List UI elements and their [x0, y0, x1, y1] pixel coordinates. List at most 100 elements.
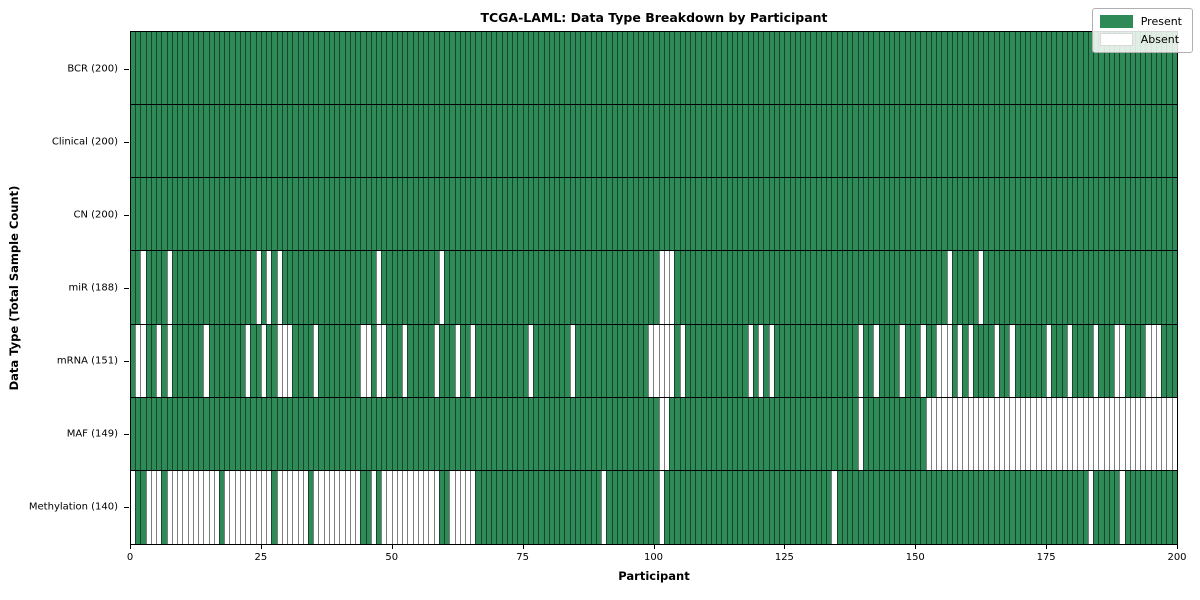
- heatmap-cell: [391, 324, 397, 397]
- heatmap-cell: [131, 178, 136, 251]
- heatmap-cell: [904, 470, 910, 544]
- heatmap-cell: [287, 324, 293, 397]
- heatmap-cell: [1129, 470, 1135, 544]
- heatmap-cell: [857, 251, 863, 324]
- heatmap-cell: [904, 105, 910, 178]
- heatmap-cell: [297, 470, 303, 544]
- heatmap-cell: [391, 397, 397, 470]
- heatmap-cell: [653, 324, 659, 397]
- heatmap-cell: [925, 105, 931, 178]
- heatmap-cell: [318, 178, 324, 251]
- heatmap-cell: [302, 397, 308, 470]
- heatmap-cell: [182, 178, 188, 251]
- heatmap-cell: [239, 251, 246, 324]
- heatmap-cell: [417, 324, 424, 397]
- heatmap-cell: [1119, 251, 1125, 324]
- heatmap-cell: [1103, 105, 1109, 178]
- heatmap-cell: [690, 324, 696, 397]
- heatmap-cell: [307, 178, 314, 251]
- heatmap-cell: [470, 32, 476, 105]
- heatmap-cell: [491, 32, 497, 105]
- heatmap-cell: [616, 105, 623, 178]
- heatmap-cell: [218, 397, 225, 470]
- heatmap-cell: [1119, 324, 1125, 397]
- heatmap-cell: [224, 32, 230, 105]
- heatmap-cell: [260, 397, 267, 470]
- heatmap-cell: [438, 32, 445, 105]
- heatmap-cell: [407, 470, 413, 544]
- heatmap-cell: [653, 105, 659, 178]
- heatmap-cell: [957, 470, 963, 544]
- heatmap-cell: [810, 397, 816, 470]
- heatmap-cell: [355, 251, 361, 324]
- heatmap-cell: [852, 470, 858, 544]
- heatmap-cell: [438, 397, 445, 470]
- heatmap-cell: [663, 324, 670, 397]
- heatmap-cell: [622, 32, 628, 105]
- heatmap-cell: [522, 178, 528, 251]
- heatmap-cell: [454, 105, 460, 178]
- heatmap-cell: [1150, 178, 1156, 251]
- heatmap-cell: [328, 32, 335, 105]
- heatmap-cell: [800, 251, 806, 324]
- heatmap-cell: [496, 470, 502, 544]
- heatmap-cell: [784, 178, 790, 251]
- heatmap-cell: [156, 32, 162, 105]
- heatmap-cell: [198, 32, 204, 105]
- heatmap-cell: [459, 105, 465, 178]
- heatmap-cell: [601, 470, 607, 544]
- heatmap-cell: [569, 178, 575, 251]
- heatmap-cell: [161, 397, 167, 470]
- heatmap-cell: [601, 397, 607, 470]
- heatmap-cell: [156, 470, 162, 544]
- heatmap-cell: [616, 251, 623, 324]
- heatmap-cell: [789, 397, 795, 470]
- heatmap-cell: [239, 324, 246, 397]
- heatmap-cell: [585, 324, 591, 397]
- heatmap-cell: [475, 397, 481, 470]
- heatmap-cell: [998, 105, 1005, 178]
- heatmap-cell: [475, 324, 481, 397]
- heatmap-cell: [894, 324, 900, 397]
- heatmap-cell: [433, 397, 439, 470]
- heatmap-cell: [574, 32, 581, 105]
- heatmap-cell: [852, 105, 858, 178]
- heatmap-cell: [1119, 105, 1125, 178]
- heatmap-cell: [637, 251, 643, 324]
- heatmap-cell: [271, 470, 277, 544]
- legend: Present Absent: [1091, 8, 1193, 53]
- heatmap-cell: [517, 251, 523, 324]
- heatmap-cell: [1061, 178, 1067, 251]
- heatmap-cell: [684, 324, 691, 397]
- heatmap-cell: [391, 470, 397, 544]
- heatmap-cell: [873, 251, 879, 324]
- heatmap-cell: [747, 397, 753, 470]
- heatmap-cell: [1019, 251, 1026, 324]
- heatmap-cell: [564, 32, 570, 105]
- heatmap-cell: [266, 178, 272, 251]
- heatmap-cell: [1108, 32, 1115, 105]
- heatmap-cell: [1093, 105, 1099, 178]
- heatmap-cell: [899, 105, 905, 178]
- heatmap-cell: [187, 178, 193, 251]
- heatmap-cell: [131, 251, 136, 324]
- heatmap-cell: [423, 178, 429, 251]
- heatmap-cell: [904, 32, 910, 105]
- heatmap-cell: [930, 178, 937, 251]
- heatmap-cell: [156, 324, 162, 397]
- heatmap-cell: [637, 178, 643, 251]
- heatmap-cell: [512, 178, 518, 251]
- heatmap-cell: [752, 105, 759, 178]
- heatmap-cell: [402, 105, 408, 178]
- heatmap-cell: [580, 178, 586, 251]
- heatmap-cell: [1114, 470, 1120, 544]
- heatmap-cell: [423, 470, 429, 544]
- heatmap-cell: [1171, 178, 1177, 251]
- heatmap-cell: [1098, 470, 1104, 544]
- heatmap-cell: [951, 251, 958, 324]
- heatmap-cell: [1114, 397, 1120, 470]
- heatmap-cell: [297, 397, 303, 470]
- heatmap-cell: [250, 324, 256, 397]
- heatmap-cell: [522, 470, 528, 544]
- heatmap-cell: [1103, 32, 1109, 105]
